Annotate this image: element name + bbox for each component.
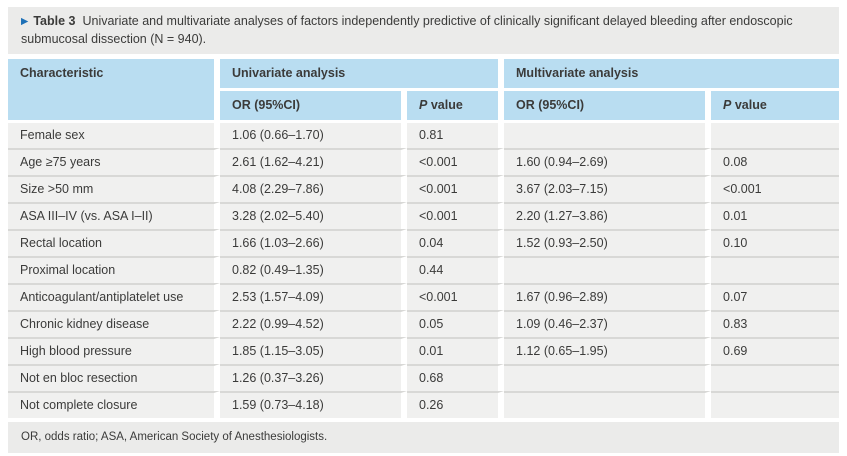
header-group-row: Characteristic Univariate analysis Multi… (8, 59, 840, 120)
cell-multivariate-or: 2.20 (1.27–3.86) (504, 202, 712, 229)
col-header-multivariate-p: P value (711, 91, 840, 120)
col-group-univariate: Univariate analysis (220, 59, 505, 91)
cell-univariate-p: 0.01 (407, 337, 505, 364)
cell-univariate-or: 1.66 (1.03–2.66) (220, 229, 407, 256)
triangle-marker-icon: ▶ (21, 16, 29, 27)
table-row: ASA III–IV (vs. ASA I–II) 3.28 (2.02–5.4… (8, 202, 840, 229)
cell-characteristic: Not en bloc resection (8, 364, 220, 391)
cell-multivariate-p (711, 364, 840, 391)
cell-univariate-or: 2.53 (1.57–4.09) (220, 283, 407, 310)
cell-univariate-or: 1.26 (0.37–3.26) (220, 364, 407, 391)
cell-multivariate-p (711, 120, 840, 148)
col-header-characteristic: Characteristic (8, 59, 220, 120)
cell-characteristic: Rectal location (8, 229, 220, 256)
table-row: Anticoagulant/antiplatelet use 2.53 (1.5… (8, 283, 840, 310)
p-rest: value (427, 98, 463, 112)
cell-multivariate-p (711, 256, 840, 283)
cell-multivariate-or: 1.60 (0.94–2.69) (504, 148, 712, 175)
table-caption: ▶ Table 3 Univariate and multivariate anal… (8, 7, 839, 54)
table-row: Female sex 1.06 (0.66–1.70) 0.81 (8, 120, 840, 148)
cell-multivariate-or (504, 120, 712, 148)
cell-univariate-p: <0.001 (407, 175, 505, 202)
cell-univariate-p: 0.05 (407, 310, 505, 337)
cell-characteristic: Size >50 mm (8, 175, 220, 202)
cell-univariate-or: 4.08 (2.29–7.86) (220, 175, 407, 202)
cell-multivariate-p: <0.001 (711, 175, 840, 202)
table-caption-text: Univariate and multivariate analyses of … (21, 14, 793, 46)
cell-multivariate-or (504, 391, 712, 418)
cell-univariate-p: 0.81 (407, 120, 505, 148)
cell-multivariate-p: 0.01 (711, 202, 840, 229)
table-body: Female sex 1.06 (0.66–1.70) 0.81 Age ≥75… (8, 120, 840, 418)
col-header-univariate-p: P value (407, 91, 505, 120)
table-row: Rectal location 1.66 (1.03–2.66) 0.04 1.… (8, 229, 840, 256)
cell-multivariate-p: 0.08 (711, 148, 840, 175)
table-row: Not en bloc resection 1.26 (0.37–3.26) 0… (8, 364, 840, 391)
cell-univariate-or: 1.85 (1.15–3.05) (220, 337, 407, 364)
cell-univariate-p: <0.001 (407, 202, 505, 229)
cell-multivariate-or: 3.67 (2.03–7.15) (504, 175, 712, 202)
results-table: Characteristic Univariate analysis Multi… (8, 59, 840, 418)
header-sub-row: OR (95%CI) P value OR (95%CI) P value (8, 91, 840, 120)
cell-multivariate-or (504, 256, 712, 283)
cell-univariate-or: 2.61 (1.62–4.21) (220, 148, 407, 175)
cell-characteristic: Proximal location (8, 256, 220, 283)
table-row: Not complete closure 1.59 (0.73–4.18) 0.… (8, 391, 840, 418)
cell-univariate-p: 0.44 (407, 256, 505, 283)
cell-characteristic: ASA III–IV (vs. ASA I–II) (8, 202, 220, 229)
p-italic: P (419, 98, 428, 112)
table-row: Age ≥75 years 2.61 (1.62–4.21) <0.001 1.… (8, 148, 840, 175)
p-rest: value (731, 98, 767, 112)
cell-univariate-p: 0.68 (407, 364, 505, 391)
table-footnote: OR, odds ratio; ASA, American Society of… (8, 422, 839, 453)
cell-multivariate-p: 0.83 (711, 310, 840, 337)
table-row: Size >50 mm 4.08 (2.29–7.86) <0.001 3.67… (8, 175, 840, 202)
cell-multivariate-p (711, 391, 840, 418)
cell-univariate-p: 0.04 (407, 229, 505, 256)
cell-multivariate-p: 0.69 (711, 337, 840, 364)
cell-univariate-or: 3.28 (2.02–5.40) (220, 202, 407, 229)
cell-multivariate-or: 1.52 (0.93–2.50) (504, 229, 712, 256)
cell-characteristic: Female sex (8, 120, 220, 148)
col-header-univariate-or: OR (95%CI) (220, 91, 407, 120)
cell-univariate-or: 1.06 (0.66–1.70) (220, 120, 407, 148)
cell-univariate-p: <0.001 (407, 148, 505, 175)
cell-univariate-or: 1.59 (0.73–4.18) (220, 391, 407, 418)
cell-univariate-p: 0.26 (407, 391, 505, 418)
p-italic: P (723, 98, 732, 112)
cell-multivariate-or: 1.12 (0.65–1.95) (504, 337, 712, 364)
cell-characteristic: High blood pressure (8, 337, 220, 364)
cell-multivariate-or (504, 364, 712, 391)
col-header-multivariate-or: OR (95%CI) (504, 91, 712, 120)
cell-multivariate-or: 1.67 (0.96–2.89) (504, 283, 712, 310)
cell-characteristic: Age ≥75 years (8, 148, 220, 175)
table-row: Chronic kidney disease 2.22 (0.99–4.52) … (8, 310, 840, 337)
table-header: Characteristic Univariate analysis Multi… (8, 59, 840, 120)
cell-univariate-or: 2.22 (0.99–4.52) (220, 310, 407, 337)
cell-multivariate-p: 0.10 (711, 229, 840, 256)
col-group-multivariate: Multivariate analysis (504, 59, 840, 91)
cell-multivariate-or: 1.09 (0.46–2.37) (504, 310, 712, 337)
cell-characteristic: Anticoagulant/antiplatelet use (8, 283, 220, 310)
cell-univariate-p: <0.001 (407, 283, 505, 310)
table-row: Proximal location 0.82 (0.49–1.35) 0.44 (8, 256, 840, 283)
table-row: High blood pressure 1.85 (1.15–3.05) 0.0… (8, 337, 840, 364)
cell-univariate-or: 0.82 (0.49–1.35) (220, 256, 407, 283)
cell-multivariate-p: 0.07 (711, 283, 840, 310)
table-caption-label: Table 3 (33, 14, 76, 28)
cell-characteristic: Chronic kidney disease (8, 310, 220, 337)
cell-characteristic: Not complete closure (8, 391, 220, 418)
